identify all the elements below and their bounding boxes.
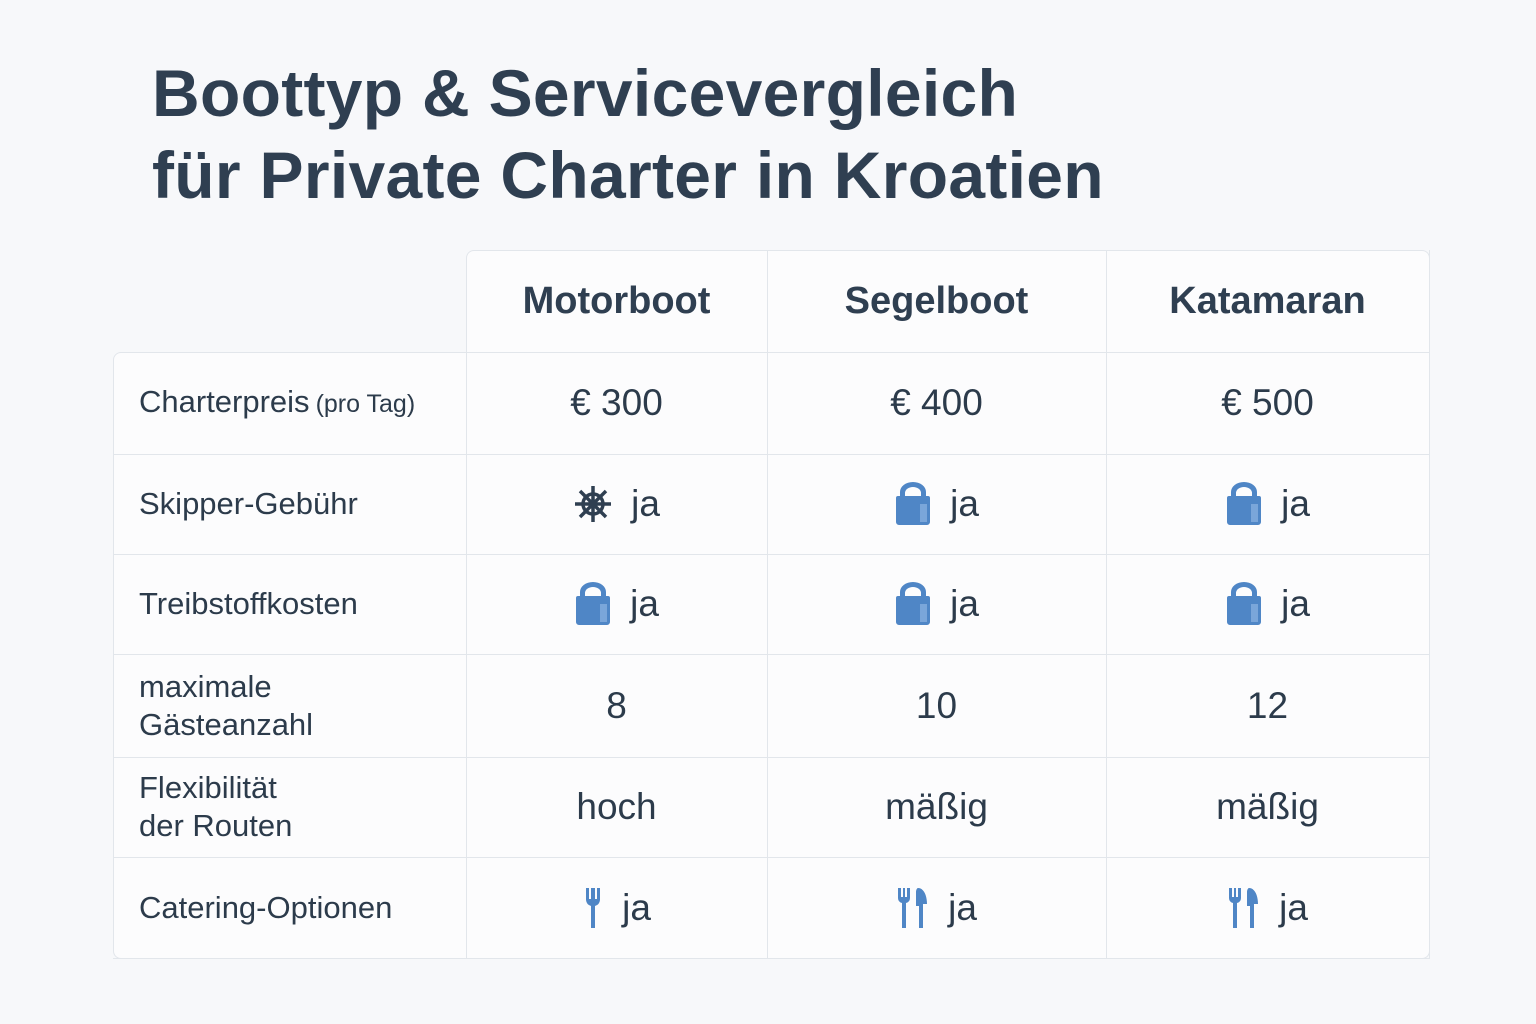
can-icon xyxy=(576,582,611,625)
row-label-line: maximale xyxy=(139,668,272,704)
cell-value: ja xyxy=(1281,583,1310,624)
row-label: Charterpreis (pro Tag) xyxy=(113,352,467,455)
row-label-note: (pro Tag) xyxy=(315,390,416,418)
cell-value: ja xyxy=(950,583,979,624)
row-label: Flexibilität der Routen xyxy=(113,757,467,858)
table-cell: ja xyxy=(466,454,768,555)
row-label: Catering-Optionen xyxy=(113,857,467,959)
cell-value: ja xyxy=(1279,886,1308,928)
row-label-text: Skipper-Gebühr xyxy=(139,485,358,523)
table-cell: ja xyxy=(466,554,768,655)
table-cell: 12 xyxy=(1106,654,1430,758)
title: Boottyp & Servicevergleich für Private C… xyxy=(152,52,1104,216)
row-label-line: Catering-Optionen xyxy=(139,889,393,925)
table-cell: ja xyxy=(767,857,1107,959)
column-header: Katamaran xyxy=(1106,250,1430,353)
row-label: Treibstoffkosten xyxy=(113,554,467,655)
column-header: Segelboot xyxy=(767,250,1107,353)
title-line: Boottyp & Servicevergleich xyxy=(152,56,1019,130)
title-line: für Private Charter in Kroatien xyxy=(152,138,1104,212)
row-label-line: Gästeanzahl xyxy=(139,706,314,742)
fork-icon xyxy=(586,887,601,928)
cell-value: ja xyxy=(950,483,979,524)
table-cell: ja xyxy=(767,554,1107,655)
helm-icon xyxy=(575,486,612,522)
table-cell: ja xyxy=(1106,857,1430,959)
table-cell: hoch xyxy=(466,757,768,858)
can-icon xyxy=(1227,582,1262,625)
row-label-text: Charterpreis (pro Tag) xyxy=(139,383,415,423)
can-icon xyxy=(896,582,931,625)
row-label-line: Skipper-Gebühr xyxy=(139,486,358,521)
cell-value: ja xyxy=(630,583,659,624)
row-label: maximale Gästeanzahl xyxy=(113,654,467,758)
table-cell: ja xyxy=(466,857,768,959)
row-label-text: Flexibilität der Routen xyxy=(139,769,292,845)
cell-value: € 500 xyxy=(1221,382,1314,423)
cell-value: € 300 xyxy=(570,382,663,423)
cell-value: 8 xyxy=(606,684,627,726)
table-cell: mäßig xyxy=(1106,757,1430,858)
cell-value: hoch xyxy=(576,786,657,827)
row-label-text: Treibstoffkosten xyxy=(139,585,358,623)
row-label: Skipper-Gebühr xyxy=(113,454,467,555)
can-icon xyxy=(1227,482,1262,525)
table-cell: 8 xyxy=(466,654,768,758)
cell-value: 10 xyxy=(915,684,958,726)
table-cell: ja xyxy=(1106,454,1430,555)
row-label-line: Flexibilität xyxy=(139,770,277,805)
table-cell: ja xyxy=(1106,554,1430,655)
cell-value: ja xyxy=(948,886,977,928)
row-label-line: Charterpreis xyxy=(139,384,310,419)
cell-value: 12 xyxy=(1246,684,1289,726)
cell-value: € 400 xyxy=(890,382,983,423)
row-label-text: maximale Gästeanzahl xyxy=(139,668,313,744)
table-cell: € 300 xyxy=(466,352,768,455)
table-cell: € 400 xyxy=(767,352,1107,455)
cell-value: mäßig xyxy=(885,786,988,827)
row-label-line: der Routen xyxy=(139,808,293,843)
cell-value: ja xyxy=(622,886,651,928)
row-label-text: Catering-Optionen xyxy=(139,889,392,927)
table-cell: mäßig xyxy=(767,757,1107,858)
table-cell: € 500 xyxy=(1106,352,1430,455)
cell-value: mäßig xyxy=(1216,786,1319,827)
row-label-line: Treibstoffkosten xyxy=(139,586,358,621)
cutlery-icon xyxy=(1229,887,1259,928)
cell-value: ja xyxy=(1281,483,1310,524)
cell-value: ja xyxy=(631,483,660,524)
table-cell: 10 xyxy=(767,654,1107,758)
can-icon xyxy=(896,482,931,525)
column-header: Motorboot xyxy=(466,250,768,353)
table-cell: ja xyxy=(767,454,1107,555)
header-frame xyxy=(466,250,1430,353)
cutlery-icon xyxy=(898,887,928,928)
